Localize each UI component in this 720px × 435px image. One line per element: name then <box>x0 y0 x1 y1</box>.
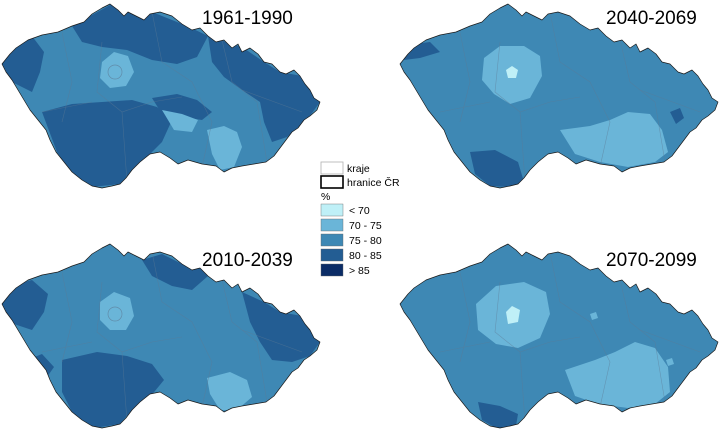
legend-swatch <box>320 233 344 247</box>
map-patch <box>565 342 670 408</box>
map-patch <box>208 36 320 142</box>
legend-swatch <box>320 218 344 232</box>
map-patch <box>670 108 684 124</box>
legend-swatch <box>320 263 344 277</box>
map-title: 1961-1990 <box>202 8 293 29</box>
map-patch <box>62 352 164 428</box>
region-boundaries <box>41 251 303 423</box>
legend-class-label: 80 - 85 <box>349 250 382 262</box>
map-patch <box>42 100 172 187</box>
map-1961-1990 <box>1 3 321 189</box>
map-patch <box>470 150 524 187</box>
map-patch <box>100 52 134 88</box>
legend-regions-swatch <box>320 161 344 175</box>
legend-class-label: > 85 <box>349 265 370 277</box>
map-title: 2040-2069 <box>606 8 697 29</box>
legend-swatch <box>320 203 344 217</box>
legend-class-label: < 70 <box>349 205 370 217</box>
map-base-area <box>400 4 718 188</box>
region-boundaries <box>439 11 701 183</box>
map-patch <box>100 292 134 330</box>
legend-border-swatch <box>320 175 344 189</box>
region-boundaries <box>439 251 701 423</box>
map-patch <box>142 254 208 290</box>
map-patch <box>207 126 242 170</box>
map-patch <box>666 358 674 366</box>
map-patch <box>506 66 518 78</box>
map-title: 2070-2099 <box>606 250 697 271</box>
map-patch <box>478 402 518 428</box>
map-patch <box>590 312 598 320</box>
map-patch <box>560 112 668 167</box>
map-2010-2039 <box>1 243 321 429</box>
map-patch <box>162 110 198 132</box>
prague-boundary <box>107 64 123 80</box>
map-2040-2069 <box>399 3 719 189</box>
legend-class-label: 75 - 80 <box>349 235 382 247</box>
legend-swatch <box>320 248 344 262</box>
map-2070-2099 <box>399 243 719 429</box>
map-patch <box>2 280 48 330</box>
map-title: 2010-2039 <box>202 250 293 271</box>
legend-regions-label: kraje <box>347 163 370 175</box>
prague-boundary <box>107 306 123 322</box>
legend-unit: % <box>321 191 330 203</box>
legend-class-label: 70 - 75 <box>349 220 382 232</box>
legend-border-label: hranice ČR <box>347 176 400 189</box>
map-patch <box>506 306 520 324</box>
map-legend: kraje hranice ČR % < 70 70 - 75 75 - 80 … <box>320 161 400 277</box>
map-patch <box>207 372 252 410</box>
map-patch <box>72 4 208 64</box>
map-base-area <box>400 244 718 428</box>
map-patch <box>242 292 320 362</box>
region-boundaries <box>41 11 303 183</box>
